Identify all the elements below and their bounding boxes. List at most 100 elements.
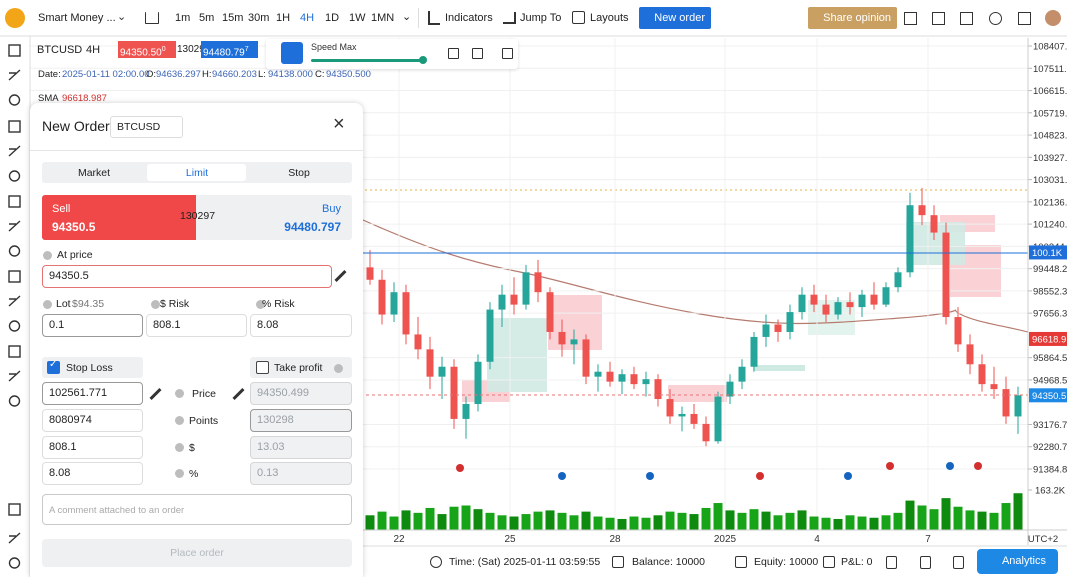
ohlc-date: 2025-01-11 02:00.00 bbox=[62, 69, 150, 80]
status-pnl[interactable]: P&L: 0 bbox=[841, 556, 873, 568]
order-symbol-select[interactable]: BTCUSD bbox=[110, 116, 184, 138]
candle-body bbox=[966, 344, 974, 365]
sell-quote[interactable]: 94350.500 bbox=[118, 41, 176, 58]
toolbar-icon[interactable] bbox=[989, 12, 1002, 25]
ohlc-low-label: L: bbox=[258, 69, 266, 80]
info-icon bbox=[334, 364, 343, 373]
stop-loss-label[interactable]: Stop Loss bbox=[66, 362, 113, 374]
price-tick-label: 107511.0 bbox=[1033, 64, 1067, 75]
order-tab[interactable]: Stop bbox=[288, 167, 310, 179]
event-icon bbox=[946, 462, 954, 470]
timeframe[interactable]: 30m bbox=[248, 12, 270, 24]
play-button[interactable] bbox=[281, 42, 303, 64]
candle-body bbox=[618, 374, 626, 382]
chevron[interactable]: ⌄ bbox=[402, 11, 412, 23]
timeframe[interactable]: 1D bbox=[325, 12, 340, 24]
toolbar-icon[interactable] bbox=[904, 12, 917, 25]
indicators-button[interactable]: Indicators bbox=[445, 12, 493, 24]
candle-body bbox=[918, 205, 926, 216]
replay-icon[interactable] bbox=[472, 48, 483, 59]
timeframe[interactable]: 15m bbox=[222, 12, 244, 24]
sma-value: 96618.987 bbox=[62, 93, 107, 104]
speed-slider[interactable] bbox=[311, 59, 423, 62]
analytics-button[interactable]: Analytics bbox=[977, 549, 1058, 574]
chevron[interactable]: ⌄ bbox=[117, 11, 127, 23]
status-icon[interactable] bbox=[953, 556, 964, 569]
layouts-button[interactable]: Layouts bbox=[590, 12, 629, 24]
volume-bar bbox=[665, 511, 675, 530]
stop-loss-checkbox[interactable] bbox=[47, 361, 60, 374]
replay-icon[interactable] bbox=[448, 48, 459, 59]
candle-body bbox=[402, 292, 410, 335]
toolbar-icon[interactable] bbox=[960, 12, 973, 25]
toolbar-icon[interactable] bbox=[1018, 12, 1031, 25]
price-tick-label: 91384.8 bbox=[1033, 465, 1067, 476]
avatar[interactable] bbox=[1045, 10, 1061, 26]
symbol[interactable]: BTCUSD bbox=[37, 44, 83, 56]
place-order-button[interactable]: Place order bbox=[42, 539, 352, 567]
volume-bar bbox=[581, 511, 591, 530]
new-order-button[interactable]: New order bbox=[639, 7, 711, 29]
jump-icon[interactable] bbox=[503, 12, 516, 24]
status-balance[interactable]: Balance: 10000 bbox=[632, 556, 705, 568]
stop-loss-input[interactable]: 102561.771 bbox=[42, 382, 143, 405]
logo[interactable] bbox=[5, 8, 25, 28]
jump-to-button[interactable]: Jump To bbox=[520, 12, 562, 24]
timeframe[interactable]: 4H bbox=[300, 12, 315, 24]
comment-input[interactable]: A comment attached to an order bbox=[42, 494, 352, 525]
layouts-icon[interactable] bbox=[572, 11, 585, 24]
status-equity[interactable]: Equity: 10000 bbox=[754, 556, 819, 568]
stop-loss-input[interactable]: 8080974 bbox=[42, 409, 143, 432]
order-tab[interactable]: Limit bbox=[185, 167, 209, 179]
timeframe[interactable]: 1H bbox=[276, 12, 291, 24]
strategy-select[interactable]: Smart Money ... bbox=[38, 12, 116, 24]
status-icon bbox=[612, 556, 624, 568]
price-marker bbox=[1029, 245, 1067, 260]
order-tab[interactable]: Market bbox=[77, 167, 111, 179]
volume-bar bbox=[521, 514, 531, 530]
price-tick-label: 99448.2 bbox=[1033, 264, 1067, 275]
replay-icon[interactable] bbox=[502, 48, 513, 59]
tool-icon bbox=[8, 295, 21, 307]
eyedropper[interactable] bbox=[232, 387, 245, 401]
field-input[interactable]: 0.1 bbox=[42, 314, 143, 337]
price-marker bbox=[1029, 388, 1067, 403]
volume-bar bbox=[713, 503, 723, 530]
stop-loss-input[interactable]: 808.1 bbox=[42, 436, 143, 459]
timeframe[interactable]: 5m bbox=[199, 12, 215, 24]
status-icon[interactable] bbox=[886, 556, 897, 569]
field-input[interactable]: 808.1 bbox=[146, 314, 247, 337]
indicators-icon[interactable] bbox=[428, 11, 440, 25]
close-button[interactable]: × bbox=[333, 113, 345, 135]
toolbar-icon[interactable] bbox=[932, 12, 945, 25]
take-profit-label[interactable]: Take profit bbox=[274, 362, 323, 374]
timeframe[interactable]: 1W bbox=[349, 12, 366, 24]
field-label: $ Risk bbox=[160, 298, 190, 310]
take-profit-checkbox[interactable] bbox=[256, 361, 269, 374]
at-price-input[interactable]: 94350.5 bbox=[42, 265, 332, 288]
status-icon[interactable] bbox=[920, 556, 931, 569]
date-label: 28 bbox=[609, 534, 621, 545]
volume-bar bbox=[905, 500, 915, 530]
eyedropper[interactable] bbox=[334, 269, 347, 283]
candle-body bbox=[498, 294, 506, 310]
volume-bar bbox=[677, 512, 687, 530]
share-opinion-button[interactable]: Share opinion bbox=[808, 7, 897, 29]
chart-type-icon[interactable] bbox=[145, 12, 159, 24]
candle-body bbox=[414, 334, 422, 350]
candle-body bbox=[798, 294, 806, 313]
buy-quote-sup: 7 bbox=[244, 46, 249, 53]
timeframe-select[interactable]: 4H bbox=[86, 44, 101, 56]
candle-body bbox=[978, 364, 986, 385]
field-input[interactable]: 8.08 bbox=[250, 314, 352, 337]
timeframe[interactable]: 1m bbox=[175, 12, 191, 24]
candle-body bbox=[882, 287, 890, 305]
price-tick-label: 95864.5 bbox=[1033, 353, 1067, 364]
eyedropper[interactable] bbox=[149, 387, 162, 401]
sell-box[interactable] bbox=[42, 195, 196, 240]
speed-knob[interactable] bbox=[419, 56, 427, 64]
timeframe[interactable]: 1MN bbox=[371, 12, 395, 24]
buy-quote[interactable]: 94480.797 bbox=[201, 41, 258, 58]
stop-loss-input[interactable]: 8.08 bbox=[42, 462, 143, 485]
volume-bar bbox=[1013, 493, 1023, 530]
